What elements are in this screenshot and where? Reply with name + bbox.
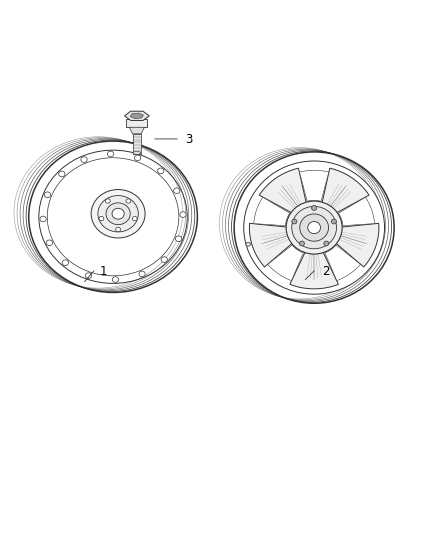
Ellipse shape bbox=[292, 219, 297, 224]
Ellipse shape bbox=[180, 212, 186, 217]
Text: 1: 1 bbox=[100, 265, 108, 278]
Ellipse shape bbox=[112, 208, 124, 219]
Ellipse shape bbox=[308, 222, 321, 233]
Ellipse shape bbox=[324, 241, 329, 246]
Ellipse shape bbox=[99, 216, 104, 221]
Ellipse shape bbox=[286, 201, 342, 254]
Polygon shape bbox=[124, 111, 149, 120]
Polygon shape bbox=[129, 127, 145, 134]
Polygon shape bbox=[339, 197, 374, 225]
Ellipse shape bbox=[132, 216, 137, 221]
Ellipse shape bbox=[244, 161, 385, 294]
Polygon shape bbox=[300, 171, 329, 201]
Ellipse shape bbox=[176, 236, 182, 241]
Bar bbox=[127, 119, 147, 127]
Ellipse shape bbox=[116, 227, 120, 232]
Ellipse shape bbox=[139, 271, 145, 277]
Ellipse shape bbox=[85, 273, 92, 278]
Ellipse shape bbox=[107, 151, 114, 157]
Ellipse shape bbox=[300, 214, 328, 241]
Ellipse shape bbox=[292, 206, 336, 249]
Ellipse shape bbox=[44, 192, 51, 198]
Ellipse shape bbox=[62, 260, 68, 265]
Ellipse shape bbox=[332, 219, 336, 224]
Ellipse shape bbox=[161, 257, 167, 262]
Polygon shape bbox=[130, 113, 143, 119]
Ellipse shape bbox=[134, 155, 141, 161]
Bar bbox=[133, 134, 141, 154]
Ellipse shape bbox=[173, 188, 180, 193]
Ellipse shape bbox=[112, 277, 119, 282]
Polygon shape bbox=[290, 248, 339, 289]
Ellipse shape bbox=[106, 203, 130, 224]
Polygon shape bbox=[254, 197, 290, 225]
Ellipse shape bbox=[40, 216, 46, 222]
Ellipse shape bbox=[81, 157, 87, 163]
Polygon shape bbox=[332, 223, 379, 267]
Ellipse shape bbox=[246, 243, 251, 246]
Ellipse shape bbox=[59, 171, 65, 177]
Ellipse shape bbox=[311, 206, 317, 211]
Ellipse shape bbox=[158, 168, 164, 174]
Polygon shape bbox=[325, 245, 360, 281]
Ellipse shape bbox=[98, 196, 138, 232]
Ellipse shape bbox=[46, 240, 53, 246]
Ellipse shape bbox=[133, 151, 141, 155]
Polygon shape bbox=[268, 245, 304, 281]
Text: 2: 2 bbox=[322, 265, 329, 278]
Ellipse shape bbox=[126, 199, 131, 203]
Polygon shape bbox=[259, 168, 307, 215]
Polygon shape bbox=[249, 223, 296, 267]
Text: 3: 3 bbox=[185, 133, 193, 146]
Ellipse shape bbox=[106, 199, 110, 203]
Polygon shape bbox=[321, 168, 369, 215]
Ellipse shape bbox=[299, 241, 304, 246]
Ellipse shape bbox=[91, 190, 145, 238]
